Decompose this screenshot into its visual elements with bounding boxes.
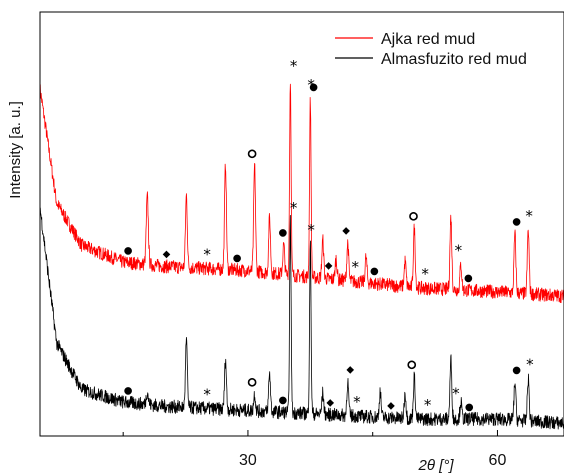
- series-line-almasfuzito: [39, 207, 564, 430]
- legend-label-almasfuzito: Almasfuzito red mud: [381, 51, 527, 68]
- y-axis-label: Intensity [a. u.]: [7, 101, 24, 199]
- tick-layer: 30 60: [122, 430, 507, 469]
- peak-marker-dot: ●: [465, 402, 474, 413]
- plot-frame: [39, 11, 564, 437]
- x-axis-label: 2θ [°]: [418, 457, 455, 474]
- peak-marker-circle: ○: [248, 148, 257, 159]
- peak-marker-asterisk: *: [421, 265, 429, 283]
- peak-marker-dot: ●: [512, 365, 521, 376]
- peak-marker-asterisk: *: [203, 385, 211, 403]
- peak-marker-diamond: ◆: [387, 401, 395, 412]
- peak-marker-diamond: ◆: [346, 365, 354, 376]
- x-tick-label: 30: [239, 452, 257, 469]
- peak-marker-circle: ○: [409, 211, 418, 222]
- peak-marker-diamond: ◆: [163, 249, 171, 260]
- peak-marker-asterisk: *: [290, 57, 298, 75]
- peak-marker-asterisk: *: [452, 385, 460, 403]
- peak-marker-asterisk: *: [455, 242, 463, 260]
- peak-marker-asterisk: *: [307, 221, 315, 239]
- peak-marker-asterisk: *: [351, 258, 359, 276]
- peak-marker-asterisk: *: [203, 245, 211, 263]
- peak-marker-dot: ●: [370, 266, 379, 277]
- peak-marker-dot: ●: [233, 253, 242, 264]
- peak-marker-asterisk: *: [424, 396, 432, 414]
- peak-marker-dot: ●: [279, 395, 288, 406]
- peak-marker-dot: ●: [309, 82, 318, 93]
- legend: Ajka red mud Almasfuzito red mud: [335, 31, 527, 68]
- peak-marker-diamond: ◆: [326, 398, 334, 409]
- series-line-ajka: [39, 83, 564, 304]
- peak-marker-asterisk: *: [307, 76, 315, 94]
- peak-marker-diamond: ◆: [325, 261, 333, 272]
- peak-marker-asterisk: *: [290, 199, 298, 217]
- series-layer: [39, 83, 564, 430]
- peak-marker-dot: ●: [124, 245, 133, 256]
- peak-marker-dot: ●: [279, 228, 288, 239]
- peak-marker-asterisk: *: [526, 356, 534, 374]
- peak-marker-dot: ●: [124, 385, 133, 396]
- peak-marker-dot: ●: [512, 217, 521, 228]
- peak-marker-asterisk: *: [353, 393, 361, 411]
- peak-marker-circle: ○: [407, 360, 416, 371]
- peak-marker-asterisk: *: [525, 207, 533, 225]
- peak-marker-dot: ●: [464, 273, 473, 284]
- peak-marker-layer: ● ◆ * ●○●**●◆◆* ●○**●● *● *○●**◆◆* ◆○**●● *: [124, 57, 534, 414]
- peak-marker-diamond: ◆: [342, 226, 350, 237]
- peak-marker-circle: ○: [248, 377, 257, 388]
- x-tick-label: 60: [489, 452, 507, 469]
- legend-label-ajka: Ajka red mud: [381, 31, 475, 48]
